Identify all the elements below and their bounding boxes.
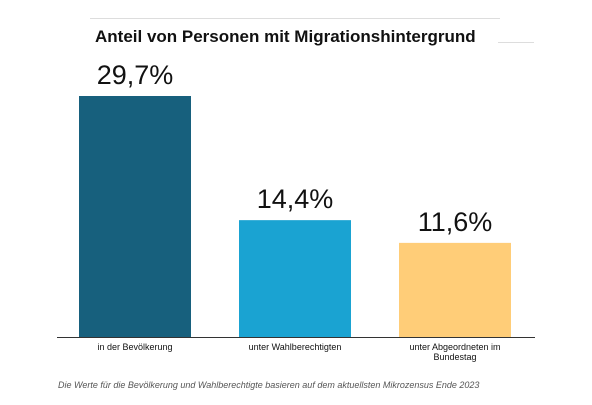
category-labels-group: in der Bevölkerung unter Wahlberechtigten…: [97, 342, 500, 362]
value-label-3: 11,6%: [418, 207, 493, 237]
footnote: Die Werte für die Bevölkerung und Wahlbe…: [58, 380, 480, 390]
category-label-3-line-2: Bundestag: [433, 352, 476, 362]
bar-2: [239, 220, 351, 337]
right-divider: [498, 42, 534, 43]
category-label-2: unter Wahlberechtigten: [249, 342, 342, 352]
value-label-1: 29,7%: [97, 60, 174, 90]
category-label-1-line-1: in der Bevölkerung: [97, 342, 172, 352]
category-label-1: in der Bevölkerung: [97, 342, 172, 352]
bar-1: [79, 96, 191, 337]
bar-3: [399, 242, 511, 337]
value-label-2: 14,4%: [257, 184, 334, 214]
category-label-2-line-1: unter Wahlberechtigten: [249, 342, 342, 352]
category-label-3-line-1: unter Abgeordneten im: [409, 342, 500, 352]
top-divider: [90, 18, 500, 19]
value-labels-group: 29,7% 14,4% 11,6%: [97, 60, 493, 237]
chart-title: Anteil von Personen mit Migrationshinter…: [95, 27, 476, 46]
category-label-3: unter Abgeordneten im Bundestag: [409, 342, 500, 362]
bars-group: [79, 96, 511, 337]
